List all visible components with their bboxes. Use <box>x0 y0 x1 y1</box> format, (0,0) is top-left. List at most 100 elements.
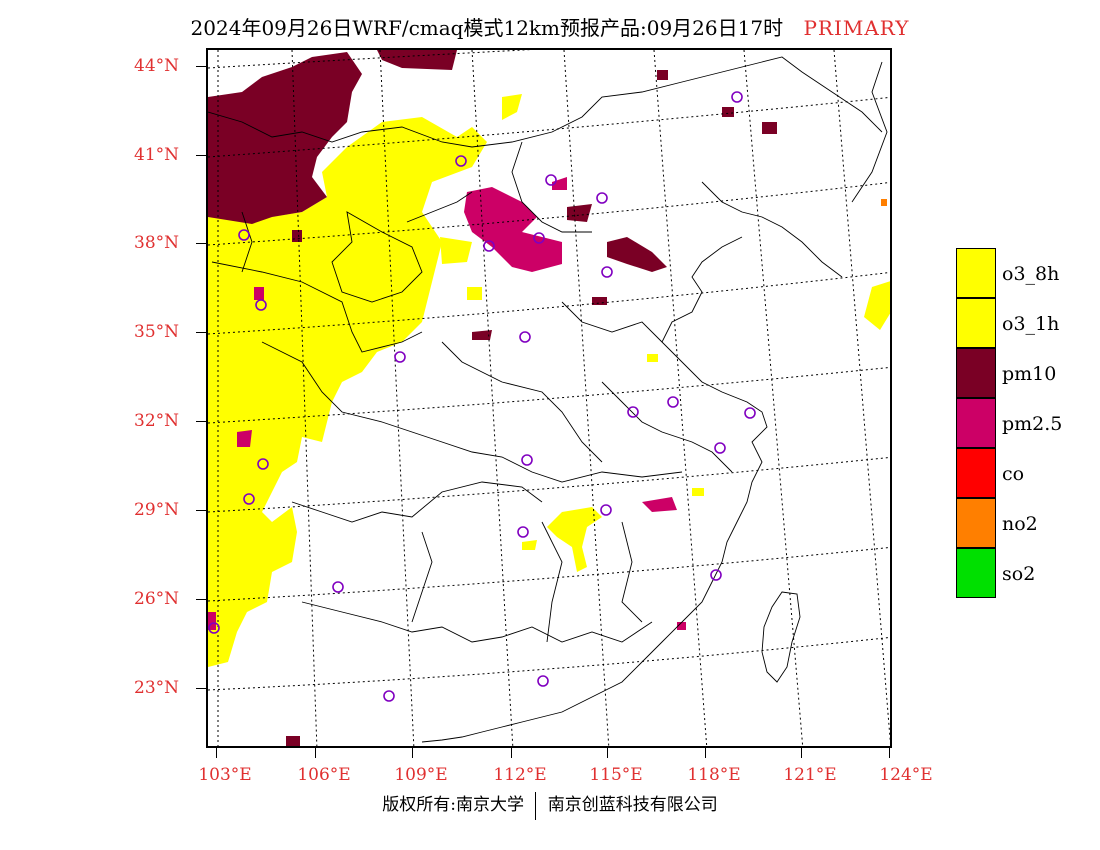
lon-tick <box>511 748 512 758</box>
station-marker <box>517 526 529 538</box>
lon-label: 115°E <box>589 765 643 785</box>
pm10-regions <box>208 50 777 746</box>
graticule-line <box>208 181 890 246</box>
legend-swatch <box>956 348 996 398</box>
legend-label: pm10 <box>1002 363 1057 385</box>
graticule-line <box>208 271 890 335</box>
graticule-line <box>208 546 890 602</box>
border-line <box>701 181 843 278</box>
pm25-region <box>237 430 252 447</box>
station-marker <box>714 442 726 454</box>
station-marker <box>519 331 531 343</box>
legend-label: o3_1h <box>1002 313 1060 335</box>
legend-label: o3_8h <box>1002 263 1060 285</box>
lat-label: 35°N <box>134 322 180 342</box>
coastline <box>421 236 768 743</box>
o3-region <box>864 281 890 330</box>
province-boundary <box>291 481 543 523</box>
lat-tick <box>196 599 206 600</box>
legend-swatch <box>956 498 996 548</box>
graticule-line <box>743 50 804 746</box>
no2-region <box>881 199 887 206</box>
province-boundary <box>331 211 423 303</box>
lon-tick <box>889 748 890 758</box>
pm10-region-north <box>208 52 362 224</box>
province-boundary <box>621 521 643 623</box>
pm10-region <box>607 237 667 272</box>
o3-region <box>502 94 522 120</box>
province-boundary <box>511 141 592 233</box>
lat-tick <box>196 421 206 422</box>
legend-label: no2 <box>1002 513 1038 535</box>
province-boundary <box>411 531 433 623</box>
station-marker <box>257 458 269 470</box>
pollutant-map <box>208 50 890 746</box>
station-marker <box>238 229 250 241</box>
pm25-region <box>254 287 264 300</box>
pm25-region <box>552 177 567 190</box>
island-taiwan <box>761 591 801 683</box>
boundaries <box>208 56 888 743</box>
pm25-region <box>642 497 677 512</box>
graticule <box>208 50 890 746</box>
station-marker <box>255 299 267 311</box>
station-marker <box>667 396 679 408</box>
lon-label: 124°E <box>879 765 933 785</box>
legend-label: pm2.5 <box>1002 413 1063 435</box>
pm10-region <box>286 736 300 746</box>
lat-label: 44°N <box>134 56 180 76</box>
lat-label: 23°N <box>134 678 180 698</box>
pm25-region-north-china <box>464 187 562 272</box>
map-title: 2024年09月26日WRF/cmaq模式12km预报产品:09月26日17时 … <box>0 12 1100 41</box>
lat-label: 41°N <box>134 145 180 165</box>
station-marker <box>537 675 549 687</box>
station-marker <box>545 174 557 186</box>
station-marker <box>332 581 344 593</box>
graticule-line <box>563 50 610 746</box>
lat-tick <box>196 243 206 244</box>
lon-label: 103°E <box>198 765 252 785</box>
pm10-region <box>567 204 592 222</box>
station-marker <box>710 569 722 581</box>
station-marker <box>483 240 495 252</box>
lat-tick <box>196 66 206 67</box>
graticule-line <box>833 50 890 744</box>
station-marker <box>394 351 406 363</box>
pm10-region <box>472 330 492 340</box>
lon-tick <box>412 748 413 758</box>
pm10-region <box>592 297 607 305</box>
lon-tick <box>315 748 316 758</box>
graticule-line <box>208 96 890 158</box>
station-marker <box>731 91 743 103</box>
province-boundary <box>541 521 563 643</box>
legend-swatch <box>956 298 996 348</box>
graticule-line <box>471 50 514 746</box>
lon-label: 109°E <box>394 765 448 785</box>
o3-region <box>692 488 704 496</box>
title-text: 2024年09月26日WRF/cmaq模式12km预报产品:09月26日17时 <box>190 16 784 40</box>
province-boundary <box>406 191 473 223</box>
province-boundary <box>301 601 653 643</box>
pm10-region <box>292 230 302 242</box>
graticule-line <box>208 636 890 691</box>
province-boundary <box>561 301 663 343</box>
o3-region <box>522 540 537 550</box>
map-panel[interactable] <box>206 48 892 748</box>
lat-tick <box>196 332 206 333</box>
station-marker <box>533 232 545 244</box>
lon-label: 106°E <box>297 765 351 785</box>
lat-tick <box>196 510 206 511</box>
graticule-line <box>653 50 708 746</box>
pm10-region <box>377 50 457 70</box>
province-boundary <box>211 261 423 353</box>
pm10-region <box>657 70 668 80</box>
o3-region <box>467 287 482 300</box>
border-line <box>851 61 888 203</box>
lon-tick <box>607 748 608 758</box>
lon-label: 121°E <box>783 765 837 785</box>
o3-region <box>547 507 602 572</box>
pm25-region <box>677 622 686 630</box>
province-boundary <box>601 381 733 473</box>
station-marker <box>208 622 220 634</box>
lon-tick <box>216 748 217 758</box>
